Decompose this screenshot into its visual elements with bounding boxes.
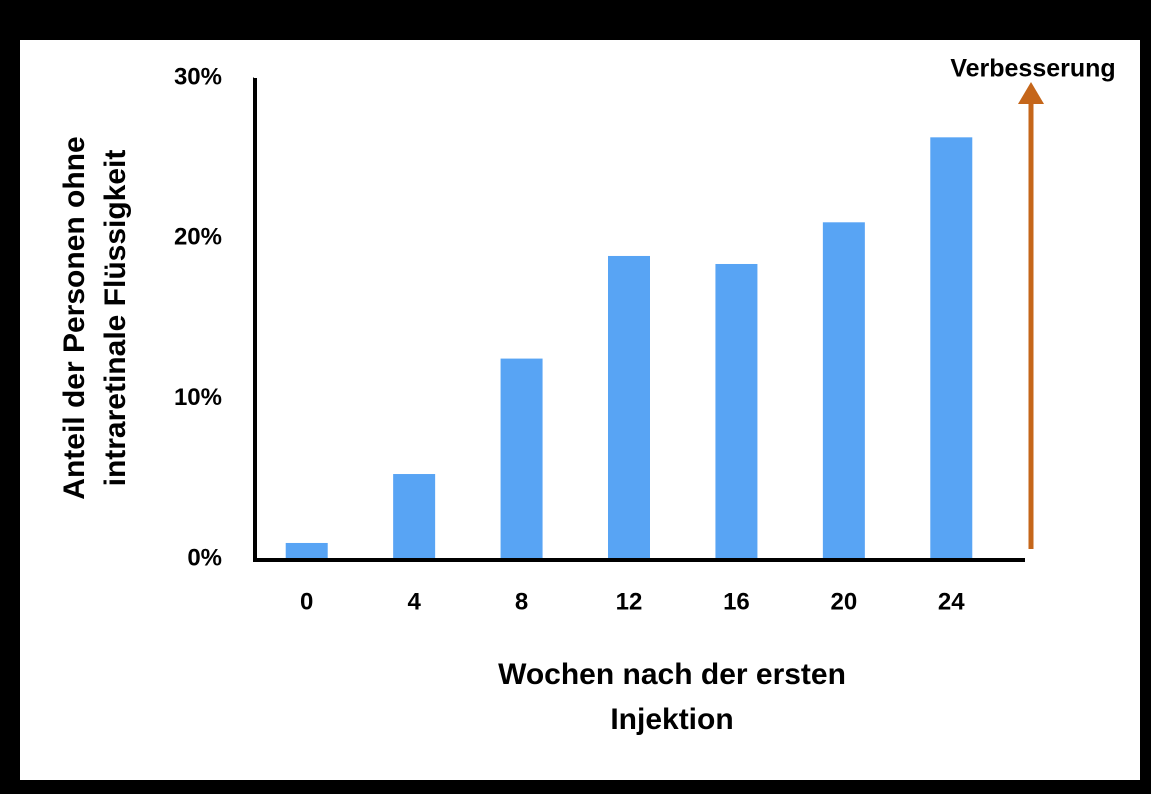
bar: [500, 358, 543, 559]
x-axis-title: Injektion: [610, 703, 733, 736]
bar: [393, 474, 436, 559]
bar: [285, 542, 328, 559]
x-axis-title: Wochen nach der ersten: [498, 658, 846, 691]
x-tick-label: 4: [407, 588, 421, 615]
plot: 0% 10% 20% 30% 0 4 8 12 16 20 24 Wochen nach der er…: [58, 55, 1116, 736]
x-tick-label: 0: [300, 588, 313, 615]
y-tick-label: 20%: [174, 224, 222, 251]
x-tick-label: 8: [515, 588, 528, 615]
y-tick-label: 30%: [174, 63, 222, 90]
bar: [822, 222, 865, 560]
x-tick-label: 20: [831, 588, 858, 615]
bar: [608, 255, 650, 559]
arrow-head: [1018, 82, 1044, 104]
bar: [715, 263, 758, 559]
y-tick-label: 0%: [187, 544, 222, 571]
y-axis-title: Anteil der Personen ohne: [58, 136, 91, 499]
annotation: Verbesserung: [950, 55, 1115, 83]
x-tick-label: 12: [616, 588, 643, 615]
x-tick-label: 16: [723, 588, 750, 615]
y-tick-label: 10%: [174, 384, 222, 411]
y-axis-title: intraretinale Flüssigkeit: [99, 150, 132, 487]
bar: [930, 137, 973, 559]
x-tick-label: 24: [938, 588, 965, 615]
